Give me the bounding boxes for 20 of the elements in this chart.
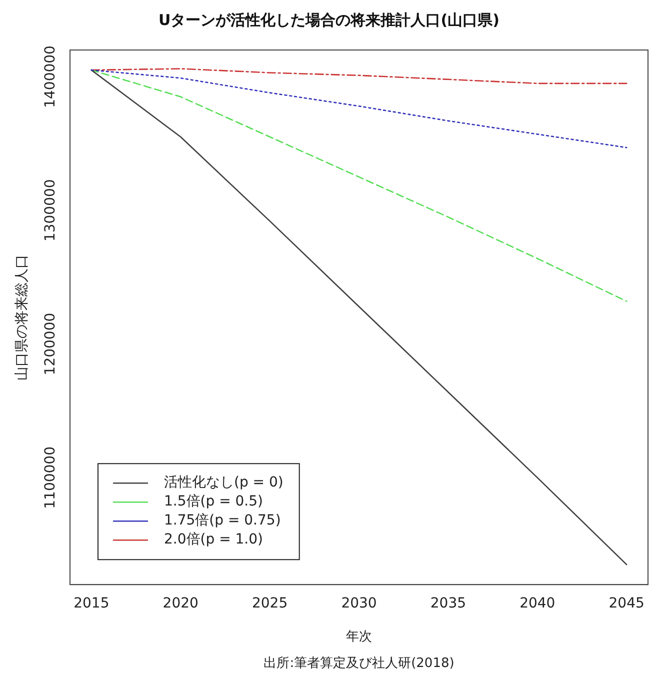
y-axis-title: 山口県の将来総人口 (14, 254, 30, 380)
legend-label: 活性化なし(p = 0) (164, 474, 284, 491)
x-tick-label: 2040 (520, 596, 556, 612)
text: 出所:筆者算定及び社人研(2018) (264, 656, 454, 671)
legend-label: 1.75倍(p = 0.75) (164, 512, 281, 529)
x-tick-label: 2020 (162, 596, 198, 612)
x-tick-label: 2030 (341, 596, 377, 612)
legend-label: 1.5倍(p = 0.5) (164, 494, 263, 510)
line-series (90, 69, 628, 148)
x-tick-label: 2035 (430, 596, 466, 612)
chart-title: Uターンが活性化した場合の将来推計人口(山口県) (158, 10, 500, 29)
legend-label: 2.0倍(p = 1.0) (164, 532, 263, 548)
y-tick-label: 1200000 (42, 312, 59, 376)
x-axis-title: 年次 (346, 630, 372, 645)
y-tick-label: 1400000 (42, 46, 59, 108)
x-tick-label: 2015 (74, 596, 110, 612)
x-tick-label: 2045 (608, 596, 644, 612)
y-tick-label: 1100000 (42, 446, 59, 509)
x-tick-label: 2025 (252, 596, 288, 612)
y-tick-label: 1300000 (42, 179, 59, 242)
